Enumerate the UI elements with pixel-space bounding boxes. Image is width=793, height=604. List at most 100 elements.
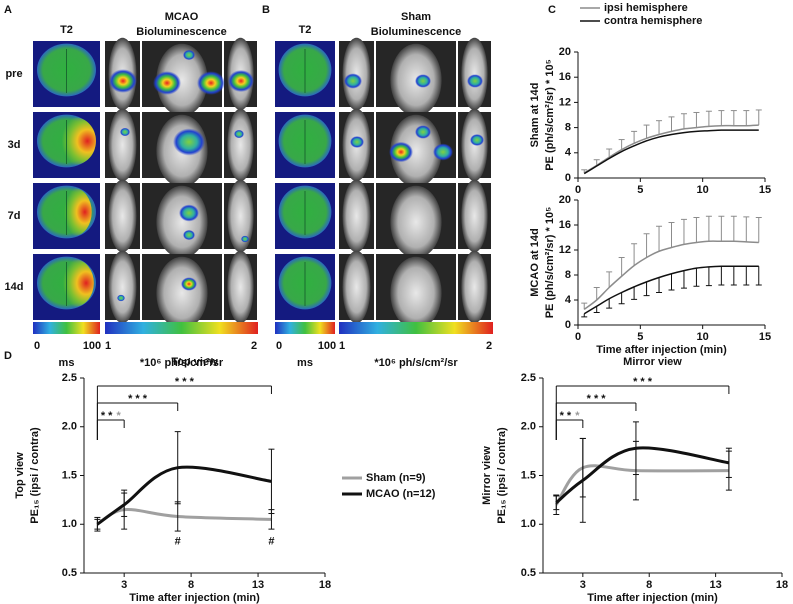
stars: * * [101, 410, 113, 422]
label: # [268, 536, 274, 548]
label: 0 [276, 340, 282, 352]
error-bar [718, 215, 725, 242]
mouse [390, 185, 442, 259]
error-bar [268, 448, 275, 515]
stars-gray: * [575, 410, 580, 422]
signal [234, 129, 244, 139]
stars-gray: * [116, 410, 121, 422]
mouse [342, 250, 371, 324]
lesion [53, 117, 96, 165]
label: ms [59, 357, 75, 369]
y-tick-label: 0 [565, 172, 571, 184]
series-line [555, 446, 730, 504]
stars: * * [560, 410, 572, 422]
signal [197, 71, 225, 95]
error-bar [94, 518, 101, 530]
y-tick-label: 2.5 [62, 372, 77, 384]
significance: * * * [560, 410, 581, 422]
error-bar [718, 110, 725, 126]
signal [181, 277, 197, 291]
error-bar [581, 169, 588, 173]
significance: * * * [128, 393, 148, 405]
lesion [57, 188, 92, 236]
error-bar [743, 110, 750, 126]
error-bar [656, 120, 663, 135]
label: C [548, 4, 556, 16]
label: 100 [318, 340, 336, 352]
mouse [461, 179, 488, 253]
x-tick-label: 15 [759, 331, 771, 343]
y-tick-label: 16 [559, 219, 571, 231]
signal [228, 69, 254, 93]
label: 7d [8, 210, 21, 222]
error-bar [668, 222, 675, 248]
x-tick-label: 13 [252, 579, 264, 591]
y-axis-label: PE₁₅ (ipsi / contra) [29, 427, 41, 524]
error-bar [618, 139, 625, 150]
error-bar [730, 215, 737, 242]
x-tick-label: 3 [121, 579, 127, 591]
legend-label: MCAO (n=12) [366, 488, 436, 500]
signal [389, 141, 413, 163]
y-tick-label: 20 [559, 194, 571, 206]
label: 2 [486, 340, 492, 352]
error-bar [693, 111, 700, 128]
error-bar [631, 286, 638, 300]
y-tick-label: 0 [565, 319, 571, 331]
color-scale [275, 322, 335, 334]
stars: * * * [175, 376, 195, 388]
y-tick-label: 0.5 [62, 567, 77, 579]
error-bar [705, 110, 712, 127]
y-tick-label: 1.0 [62, 518, 77, 530]
significance: * * * [633, 376, 653, 388]
x-tick-label: 8 [188, 579, 194, 591]
label: 3d [8, 139, 21, 151]
error-bar [606, 148, 613, 158]
error-bar [730, 110, 737, 126]
stars: * * * [633, 376, 653, 388]
label: pre [5, 68, 22, 80]
error-bar [593, 287, 600, 300]
stars: * * * [587, 393, 607, 405]
label: 14d [5, 281, 24, 293]
error-bar [680, 218, 687, 245]
signal [350, 136, 364, 148]
label: Bioluminescence [371, 26, 461, 38]
error-bar [656, 225, 663, 252]
error-bar [705, 266, 712, 287]
y-tick-label: 0.5 [521, 567, 536, 579]
x-tick-label: 8 [646, 579, 652, 591]
lesion [55, 259, 94, 307]
signal [433, 143, 453, 161]
error-bar [743, 216, 750, 242]
error-bar [705, 215, 712, 242]
signal [153, 71, 181, 95]
y-axis-label: PE (ph/s/cm²/sr) * 10⁵ [544, 59, 556, 171]
signal [415, 125, 431, 139]
significance: * * * [101, 410, 122, 422]
series-line [555, 464, 729, 506]
error-bar [643, 124, 650, 139]
stars: * * * [128, 393, 148, 405]
image-panels [33, 37, 493, 334]
label: A [4, 4, 12, 16]
error-bar [743, 266, 750, 286]
signal [183, 229, 195, 241]
error-bar [718, 266, 725, 286]
error-bar [631, 243, 638, 266]
x-tick-label: 18 [776, 579, 788, 591]
error-bar [668, 116, 675, 132]
signal [117, 294, 125, 302]
error-bar [121, 492, 128, 517]
x-tick-label: 13 [709, 579, 721, 591]
mouse [108, 250, 137, 324]
error-bar [668, 273, 675, 291]
legend-label: Sham (n=9) [366, 472, 426, 484]
x-tick-label: 15 [759, 184, 771, 196]
signal [183, 49, 195, 61]
color-scale [339, 322, 493, 334]
y-axis-label: Mirror view [481, 446, 493, 505]
error-bar [693, 217, 700, 243]
mouse [156, 256, 208, 330]
